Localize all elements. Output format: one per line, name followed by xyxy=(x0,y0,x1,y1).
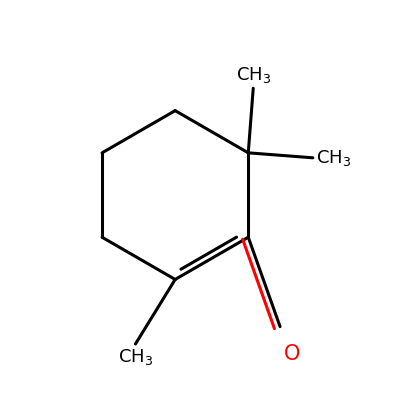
Text: CH$_3$: CH$_3$ xyxy=(316,148,351,168)
Text: CH$_3$: CH$_3$ xyxy=(118,347,153,367)
Text: CH$_3$: CH$_3$ xyxy=(236,65,271,85)
Text: O: O xyxy=(284,344,300,364)
